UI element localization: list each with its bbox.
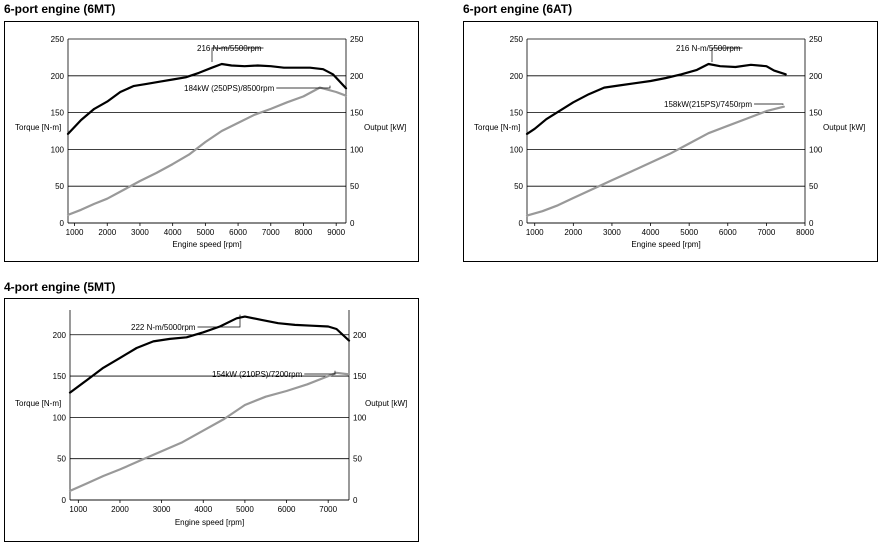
chart-title: 6-port engine (6MT): [4, 2, 116, 16]
y2-tick-label: 200: [809, 72, 823, 81]
y2-tick-label: 100: [350, 145, 364, 154]
annotation-leader: [276, 85, 331, 89]
output-line: [525, 105, 785, 217]
y2-tick-label: 50: [353, 455, 362, 464]
x-tick-label: 1000: [526, 228, 544, 237]
y2-axis-label: Output [kW]: [365, 399, 407, 408]
torque-line: [66, 62, 348, 135]
y-axis-label: Torque [N-m]: [474, 123, 520, 132]
chart-panel: [463, 21, 878, 262]
annotation-label: 216 N-m/5500rpm: [676, 44, 741, 53]
x-tick-label: 9000: [327, 228, 345, 237]
y-tick-label: 0: [62, 496, 67, 505]
output-line: [66, 86, 348, 216]
y2-tick-label: 100: [353, 413, 367, 422]
y-tick-label: 200: [510, 72, 524, 81]
y2-tick-label: 150: [809, 109, 823, 118]
y2-tick-label: 150: [350, 109, 364, 118]
x-axis-label: Engine speed [rpm]: [172, 240, 241, 249]
y2-tick-label: 100: [809, 145, 823, 154]
y-tick-label: 50: [514, 182, 523, 191]
annotation-leader: [211, 47, 264, 63]
torque-line: [525, 62, 787, 135]
y2-axis-label: Output [kW]: [823, 123, 865, 132]
x-tick-label: 1000: [69, 505, 87, 514]
y-tick-label: 250: [510, 35, 524, 44]
y-axis-label: Torque [N-m]: [15, 123, 61, 132]
x-axis-label: Engine speed [rpm]: [175, 518, 244, 527]
y-tick-label: 100: [510, 145, 524, 154]
y2-tick-label: 200: [350, 72, 364, 81]
y-tick-label: 0: [60, 219, 65, 228]
chart-panel: [4, 298, 419, 542]
x-tick-label: 1000: [66, 228, 84, 237]
x-axis-label: Engine speed [rpm]: [631, 240, 700, 249]
y2-tick-label: 0: [809, 219, 814, 228]
x-tick-label: 2000: [564, 228, 582, 237]
y2-tick-label: 250: [350, 35, 364, 44]
x-tick-label: 8000: [796, 228, 814, 237]
annotation-leader: [711, 47, 743, 63]
y-tick-label: 100: [51, 145, 65, 154]
chart-panel: [4, 21, 419, 262]
x-tick-label: 3000: [603, 228, 621, 237]
y2-tick-label: 250: [809, 35, 823, 44]
annotation-label: 158kW(215PS)/7450rpm: [664, 100, 752, 109]
y-tick-label: 50: [57, 455, 66, 464]
x-tick-label: 3000: [153, 505, 171, 514]
y-tick-label: 200: [53, 331, 67, 340]
x-tick-label: 2000: [98, 228, 116, 237]
x-tick-label: 7000: [757, 228, 775, 237]
annotation-label: 184kW (250PS)/8500rpm: [184, 84, 275, 93]
y-axis-label: Torque [N-m]: [15, 399, 61, 408]
x-tick-label: 6000: [229, 228, 247, 237]
x-tick-label: 7000: [262, 228, 280, 237]
x-tick-label: 8000: [295, 228, 313, 237]
x-tick-label: 2000: [111, 505, 129, 514]
y2-tick-label: 200: [353, 331, 367, 340]
x-tick-label: 5000: [680, 228, 698, 237]
y2-tick-label: 150: [353, 372, 367, 381]
y2-tick-label: 0: [350, 219, 355, 228]
y2-axis-label: Output [kW]: [364, 123, 406, 132]
y-tick-label: 250: [51, 35, 65, 44]
x-tick-label: 6000: [278, 505, 296, 514]
y-tick-label: 200: [51, 72, 65, 81]
annotation-leader: [754, 103, 784, 105]
x-tick-label: 6000: [719, 228, 737, 237]
y2-tick-label: 0: [353, 496, 358, 505]
chart-title: 4-port engine (5MT): [4, 280, 116, 294]
x-tick-label: 4000: [164, 228, 182, 237]
annotation-label: 216 N-m/5500rpm: [197, 44, 262, 53]
x-tick-label: 7000: [319, 505, 337, 514]
annotation-label: 154kW (210PS)/7200rpm: [212, 370, 303, 379]
y-tick-label: 50: [55, 182, 64, 191]
chart-title: 6-port engine (6AT): [463, 2, 573, 16]
y-tick-label: 150: [510, 109, 524, 118]
y2-tick-label: 50: [350, 182, 359, 191]
x-tick-label: 5000: [236, 505, 254, 514]
torque-line: [68, 315, 351, 394]
annotation-leader: [197, 314, 241, 328]
x-tick-label: 3000: [131, 228, 149, 237]
y-tick-label: 150: [53, 372, 67, 381]
annotation-leader: [304, 370, 336, 375]
x-tick-label: 4000: [642, 228, 660, 237]
y-tick-label: 150: [51, 109, 65, 118]
output-line: [68, 371, 351, 492]
annotation-label: 222 N-m/5000rpm: [131, 323, 196, 332]
y-tick-label: 100: [53, 413, 67, 422]
x-tick-label: 4000: [194, 505, 212, 514]
y-tick-label: 0: [519, 219, 524, 228]
y2-tick-label: 50: [809, 182, 818, 191]
x-tick-label: 5000: [196, 228, 214, 237]
